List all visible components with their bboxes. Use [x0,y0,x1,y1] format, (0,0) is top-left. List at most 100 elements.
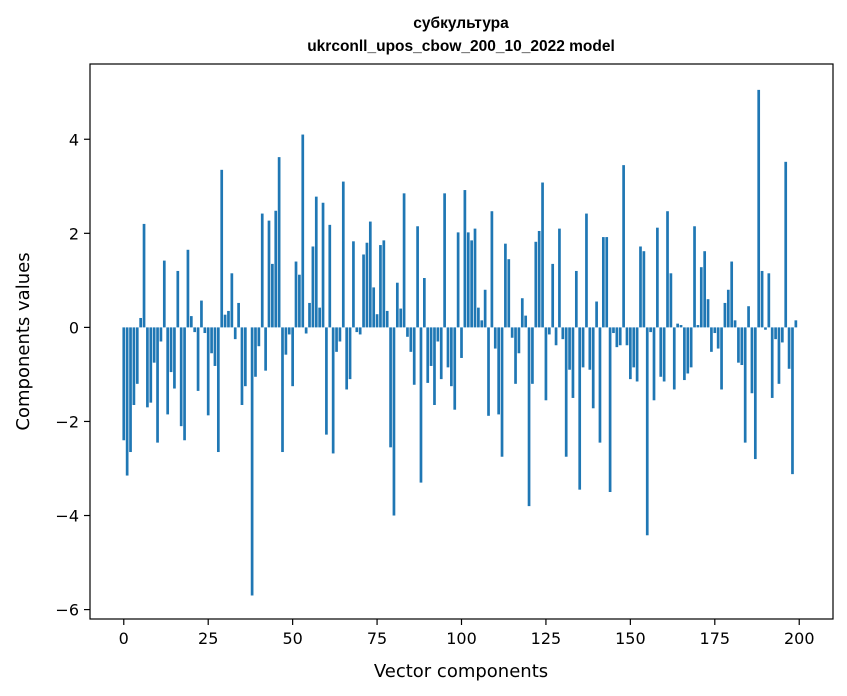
bar [382,240,386,328]
bar [639,246,642,328]
x-tick-label: 50 [282,629,302,648]
bar [615,327,619,348]
bar [571,327,575,398]
bar [274,210,278,328]
bar [129,327,132,453]
bar [666,211,669,328]
bar [162,260,166,328]
bar [206,327,210,416]
bar [402,193,406,328]
bar [750,327,754,394]
bar [612,327,615,334]
bar [264,327,267,371]
x-tick-label: 150 [615,629,646,648]
y-tick-label: 4 [69,130,79,149]
bar [787,327,791,369]
bar [186,249,190,328]
bar [726,289,730,328]
bar [260,213,264,328]
bar [558,228,561,328]
bar [574,270,578,328]
bar [780,327,784,343]
bar [291,327,294,387]
bar [541,182,544,328]
bar [504,243,507,328]
bar [534,241,538,328]
bar [149,327,153,403]
bar [699,267,703,328]
x-tick-label: 125 [531,629,562,648]
bar [770,327,774,398]
bar [490,211,494,328]
bar [672,327,676,390]
x-tick-label: 200 [784,629,815,648]
bar [358,327,362,335]
bar [629,327,632,380]
bar [287,327,291,335]
bar [537,230,541,328]
bar [159,327,163,342]
bar [338,327,342,342]
bar [679,325,683,328]
bar [328,224,332,328]
bar [477,307,480,328]
bar [635,327,639,382]
bar [777,327,781,384]
bar [632,327,636,368]
bar [426,327,430,383]
bar [764,327,767,330]
bar [767,273,771,328]
bar [696,325,700,328]
bar [176,270,180,328]
bar [774,327,777,340]
bar [605,237,609,328]
bar [395,282,399,328]
bar [625,327,629,346]
bar [544,327,548,401]
bar [345,327,349,390]
bar [524,315,528,328]
bar [135,327,139,384]
bar [372,287,376,328]
bar [743,327,747,443]
chart-subtitle: ukrconll_upos_cbow_200_10_2022 model [307,38,615,55]
bar [517,327,521,354]
bar [784,161,788,328]
bar [179,327,183,427]
bar [433,327,436,405]
bar [210,327,213,354]
bar [352,241,355,328]
bar [189,316,193,328]
bar [308,302,311,328]
bar [240,327,244,405]
bar [416,226,419,328]
bar [747,306,750,328]
bar [683,327,686,381]
bar [365,242,369,328]
bar [203,327,207,334]
bar [227,310,230,328]
bar [595,301,598,328]
bar [649,327,652,333]
y-axis-label: Components values [13,252,34,430]
y-tick-label: 2 [69,224,79,243]
bar [331,327,335,454]
bar [669,273,673,328]
bar [588,327,592,370]
bar [463,190,467,328]
bar [686,327,690,374]
bar [740,327,744,366]
y-tick-label: 0 [69,318,79,337]
bar [301,134,305,328]
bar [389,327,392,448]
bar [483,289,487,328]
bar [453,327,457,410]
bar [460,327,463,358]
y-tick-label: −4 [55,507,79,526]
bar [321,202,325,328]
bar [169,327,173,373]
bar [456,232,460,328]
bar [794,320,798,328]
bar [223,314,227,328]
x-axis-ticks: 0 25 50 75 100 125 150 175 200 [119,619,815,648]
